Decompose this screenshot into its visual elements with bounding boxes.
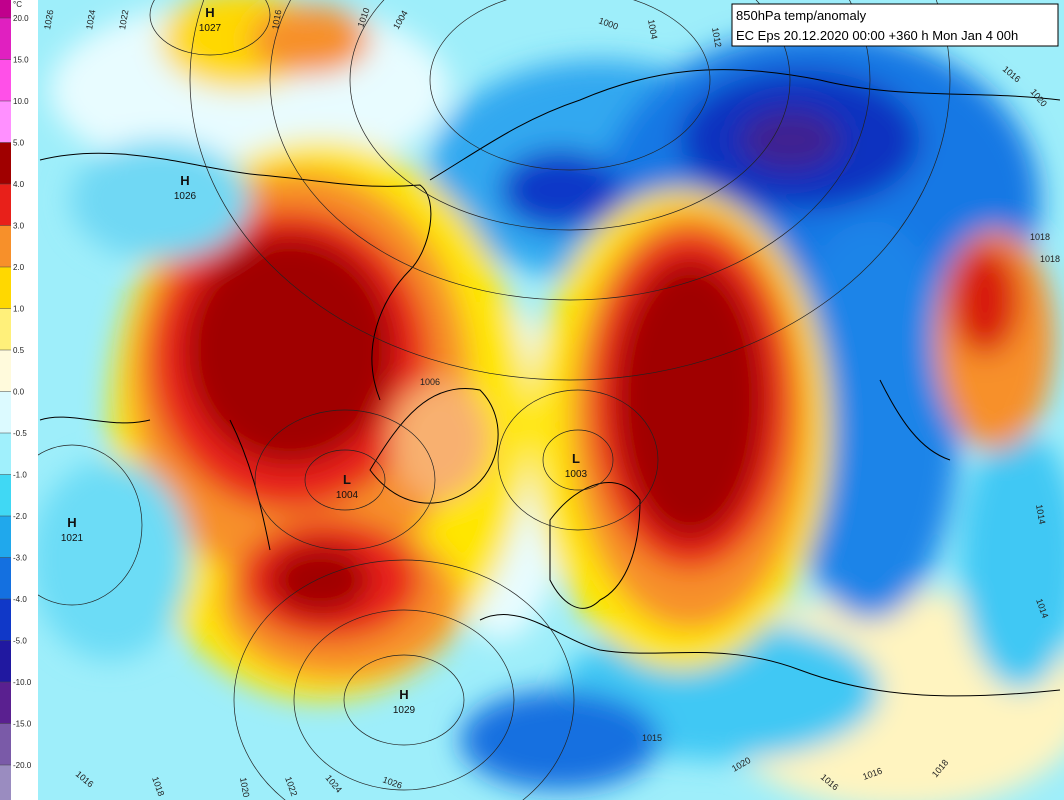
legend-swatch (0, 516, 11, 558)
isobars (38, 0, 951, 800)
coastlines (39, 69, 1061, 697)
legend-label: 0.5 (13, 346, 25, 355)
isobar-label: 1020 (238, 777, 251, 798)
pressure-value: 1027 (199, 23, 222, 34)
legend-swatch (0, 101, 11, 143)
legend-swatch (0, 225, 11, 267)
isobar-label: 1015 (642, 733, 662, 743)
pressure-value: 1029 (393, 705, 416, 716)
pressure-center: L (572, 451, 580, 466)
title-line: 850hPa temp/anomaly (736, 8, 867, 23)
legend-label: 2.0 (13, 263, 25, 272)
color-legend: °C 20.0 15.0 10.0 5.0 4.0 3.0 2.0 1.0 0.5 0.0 -0.5 -… (0, 0, 38, 800)
legend-label: -20.0 (13, 761, 32, 770)
legend-label: -5.0 (13, 637, 27, 646)
legend-label: 0.0 (13, 388, 25, 397)
title-line: EC Eps 20.12.2020 00:00 +360 h Mon Jan 4… (736, 28, 1018, 43)
isobar-label: 1024 (84, 9, 97, 30)
isobar-label: 1022 (117, 9, 130, 30)
isobar-label: 1018 (1030, 232, 1050, 242)
pressure-value: 1003 (565, 469, 588, 480)
legend-label: -3.0 (13, 554, 27, 563)
legend-swatch (0, 142, 11, 184)
legend-swatch (0, 184, 11, 226)
legend-label: 10.0 (13, 97, 29, 106)
isobar-label: 1012 (710, 27, 723, 48)
legend-label: 3.0 (13, 222, 25, 231)
legend-swatch (0, 267, 11, 309)
legend-label: -0.5 (13, 429, 27, 438)
legend-swatch (0, 0, 11, 18)
legend-swatch (0, 557, 11, 599)
pressure-center: H (67, 515, 76, 530)
isobar-label: 1026 (42, 9, 55, 30)
legend-swatch (0, 640, 11, 682)
pressure-center: H (180, 173, 189, 188)
title-box: 850hPa temp/anomaly EC Eps 20.12.2020 00… (731, 3, 1059, 47)
isobar-label: 1016 (270, 9, 283, 30)
legend-swatch (0, 350, 11, 392)
legend-label: 4.0 (13, 180, 25, 189)
legend-swatch (0, 433, 11, 475)
legend-swatch (0, 765, 11, 800)
pressure-center: H (399, 687, 408, 702)
pressure-value: 1026 (174, 191, 197, 202)
pressure-center: H (205, 5, 214, 20)
legend-label: -2.0 (13, 512, 27, 521)
legend-swatch (0, 723, 11, 765)
legend-swatch (0, 474, 11, 516)
pressure-value: 1004 (336, 490, 359, 501)
legend-label: 15.0 (13, 56, 29, 65)
pressure-center: L (343, 472, 351, 487)
legend-swatch (0, 391, 11, 433)
pressure-value: 1021 (61, 533, 84, 544)
legend-swatch (0, 59, 11, 101)
isobar-label: 1014 (1034, 504, 1047, 525)
legend-swatch (0, 599, 11, 641)
legend-swatch (0, 308, 11, 350)
isobar-label: 1006 (420, 377, 440, 387)
isobar-label: 1018 (1040, 254, 1060, 264)
legend-label: 1.0 (13, 305, 25, 314)
legend-label: -4.0 (13, 595, 27, 604)
isobar-label: 1004 (646, 19, 659, 40)
legend-label: -1.0 (13, 471, 27, 480)
legend-label: 5.0 (13, 139, 25, 148)
legend-label: -10.0 (13, 678, 32, 687)
legend-swatch (0, 18, 11, 60)
legend-swatch (0, 682, 11, 724)
legend-label: 20.0 (13, 14, 29, 23)
legend-label: -15.0 (13, 720, 32, 729)
legend-unit: °C (13, 0, 22, 9)
